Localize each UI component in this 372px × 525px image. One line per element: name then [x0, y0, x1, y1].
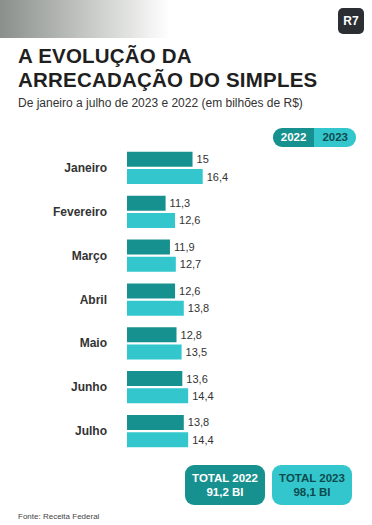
svg-text:15: 15 — [197, 153, 209, 165]
svg-text:13,5: 13,5 — [186, 346, 207, 358]
svg-text:13,6: 13,6 — [186, 373, 207, 385]
svg-text:Abril: Abril — [80, 293, 107, 307]
svg-text:Março: Março — [72, 249, 107, 263]
svg-text:Janeiro: Janeiro — [64, 161, 107, 175]
svg-text:11,9: 11,9 — [174, 241, 195, 253]
html-text:2022: 2022 — [280, 131, 307, 143]
svg-text:12,6: 12,6 — [179, 285, 200, 297]
svg-text:12,8: 12,8 — [181, 329, 202, 341]
html-text:A EVOLUÇÃO DA ARRECADAÇÃO DO S: A EVOLUÇÃO DA ARRECADAÇÃO DO SIMPLES — [18, 44, 318, 91]
svg-text:Maio: Maio — [80, 336, 107, 350]
html-text:Fonte: Receita Federal: Fonte: Receita Federal — [18, 512, 100, 521]
svg-text:12,6: 12,6 — [179, 214, 200, 226]
svg-text:Fevereiro: Fevereiro — [53, 205, 107, 219]
svg-text:14,4: 14,4 — [192, 390, 213, 402]
svg-text:14,4: 14,4 — [192, 434, 213, 446]
html-text:TOTAL 2022: TOTAL 2022 — [192, 472, 258, 484]
html-text:TOTAL 2023: TOTAL 2023 — [279, 472, 345, 484]
html-text:2023: 2023 — [322, 131, 348, 143]
svg-text:11,3: 11,3 — [170, 197, 191, 209]
html-text:98,1 BI: 98,1 BI — [293, 486, 331, 498]
svg-text:Junho: Junho — [71, 380, 107, 394]
html-text:91,2 BI: 91,2 BI — [206, 486, 244, 498]
svg-text:Julho: Julho — [75, 424, 107, 438]
svg-text:12,7: 12,7 — [180, 258, 201, 270]
html-text:R7: R7 — [343, 14, 359, 28]
svg-text:13,8: 13,8 — [188, 416, 209, 428]
html-text:De janeiro a julho de 2023 e 2: De janeiro a julho de 2023 e 2022 (em bi… — [18, 96, 303, 110]
svg-text:16,4: 16,4 — [207, 171, 228, 183]
svg-text:13,8: 13,8 — [188, 302, 209, 314]
